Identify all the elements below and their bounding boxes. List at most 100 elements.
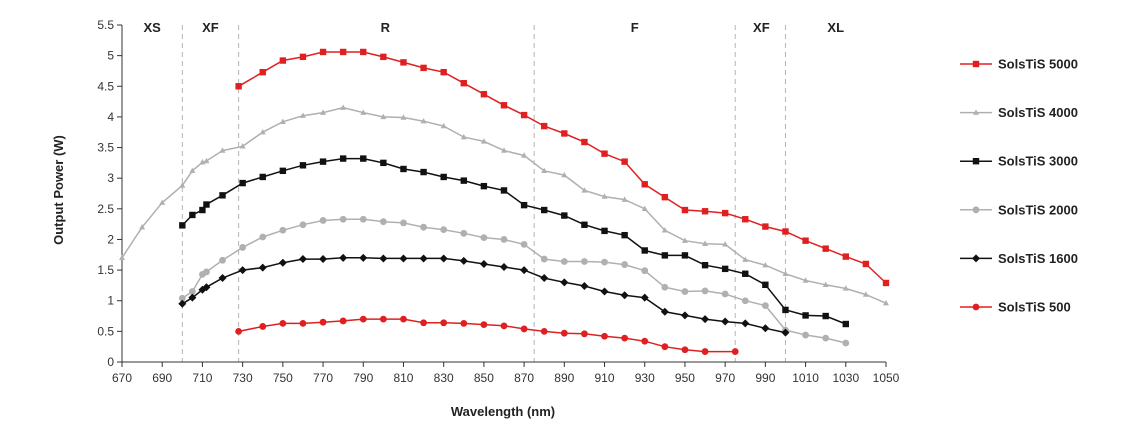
- data-point: [702, 240, 709, 246]
- data-point: [279, 226, 287, 234]
- x-tick-label: 670: [112, 371, 132, 385]
- data-point: [641, 181, 648, 188]
- data-point: [379, 218, 387, 226]
- data-point: [883, 299, 889, 306]
- data-point: [781, 328, 790, 337]
- data-point: [741, 297, 749, 305]
- data-point: [203, 268, 210, 276]
- data-point: [822, 281, 829, 287]
- data-point: [380, 159, 387, 167]
- data-point: [278, 258, 287, 267]
- data-point: [540, 255, 548, 263]
- data-point: [239, 179, 246, 187]
- data-point: [661, 227, 668, 233]
- data-point: [440, 319, 448, 327]
- x-tick-label: 790: [353, 371, 373, 385]
- x-tick-label: 950: [675, 371, 695, 385]
- data-point: [842, 320, 849, 328]
- data-point: [581, 221, 588, 228]
- legend-label: SolsTiS 500: [998, 300, 1071, 315]
- data-point: [762, 223, 769, 230]
- data-point: [560, 258, 568, 265]
- data-point: [541, 167, 548, 174]
- data-point: [761, 324, 770, 333]
- data-point: [520, 111, 528, 119]
- data-point: [479, 259, 488, 268]
- data-point: [480, 91, 488, 98]
- x-tick-label: 750: [273, 371, 293, 385]
- data-point: [681, 206, 689, 214]
- data-point: [319, 217, 327, 224]
- data-point: [299, 221, 307, 229]
- data-point: [721, 290, 729, 298]
- data-point: [399, 254, 408, 263]
- data-point: [420, 319, 427, 327]
- data-point: [621, 231, 628, 239]
- series-solstis-5000: [235, 48, 890, 287]
- data-point: [359, 253, 368, 262]
- x-tick-label: 890: [554, 371, 574, 385]
- data-point: [239, 244, 247, 251]
- y-tick-label: 3: [107, 171, 114, 185]
- x-tick-label: 930: [635, 371, 655, 385]
- data-point: [420, 64, 427, 72]
- data-point: [380, 53, 387, 61]
- data-point: [203, 157, 210, 164]
- data-point: [741, 319, 750, 328]
- y-tick-label: 2.5: [97, 202, 114, 216]
- y-tick-label: 1: [107, 294, 114, 308]
- data-point: [661, 193, 669, 201]
- data-point: [641, 247, 648, 254]
- x-tick-label: 1050: [873, 371, 900, 385]
- data-point: [802, 237, 809, 244]
- data-point: [620, 291, 629, 300]
- data-point: [159, 199, 166, 205]
- x-tick-label: 1030: [832, 371, 859, 385]
- data-point: [219, 256, 226, 264]
- data-point: [179, 182, 186, 188]
- data-point: [520, 201, 528, 209]
- x-tick-label: 830: [434, 371, 454, 385]
- data-point: [822, 245, 829, 252]
- data-point: [601, 227, 608, 235]
- data-point: [762, 261, 769, 268]
- data-point: [501, 147, 507, 153]
- data-point: [862, 260, 870, 268]
- data-point: [279, 118, 286, 125]
- data-point: [641, 205, 648, 212]
- data-point: [561, 130, 568, 137]
- region-label: F: [631, 20, 639, 35]
- data-point: [178, 294, 186, 302]
- data-point: [379, 254, 388, 263]
- data-point: [480, 182, 488, 190]
- data-point: [882, 279, 890, 287]
- data-point: [601, 193, 608, 199]
- data-point: [621, 158, 628, 165]
- data-point: [520, 325, 528, 333]
- data-point: [520, 266, 529, 275]
- data-point: [320, 109, 327, 115]
- data-point: [601, 258, 608, 266]
- data-point: [259, 129, 266, 135]
- data-point: [742, 270, 749, 277]
- data-point: [782, 228, 789, 235]
- data-point: [641, 337, 649, 345]
- x-tick-label: 810: [393, 371, 413, 385]
- data-point: [359, 215, 367, 223]
- legend-entry: SolsTiS 1600: [960, 251, 1078, 266]
- y-tick-label: 5.5: [97, 18, 114, 32]
- data-point: [189, 167, 196, 174]
- legend-label: SolsTiS 3000: [998, 154, 1078, 169]
- data-point: [500, 322, 508, 330]
- data-point: [400, 219, 407, 227]
- data-point: [339, 253, 348, 262]
- region-label: XF: [202, 20, 219, 35]
- data-point: [235, 327, 243, 335]
- data-point: [802, 312, 809, 319]
- data-point: [601, 332, 608, 340]
- x-tick-label: 1010: [792, 371, 819, 385]
- data-point: [238, 266, 247, 275]
- data-point: [400, 315, 407, 323]
- y-axis-title: Output Power (W): [51, 135, 66, 245]
- data-point: [500, 263, 508, 272]
